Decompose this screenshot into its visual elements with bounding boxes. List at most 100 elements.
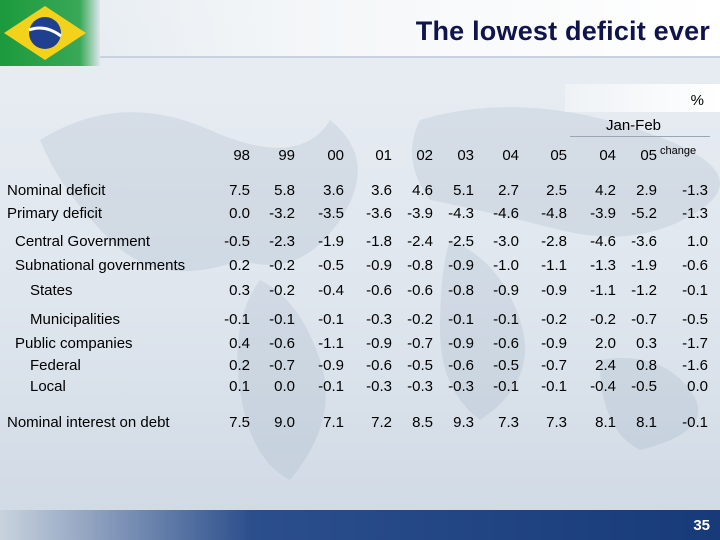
page-number: 35 — [693, 517, 710, 534]
table-cell: 1.0 — [687, 233, 708, 250]
row-label: Central Government — [15, 233, 151, 250]
table-cell: -0.1 — [318, 378, 344, 395]
table-cell: 7.3 — [546, 414, 567, 431]
row-label: Nominal interest on debt — [7, 414, 170, 431]
table-cell: 9.0 — [274, 414, 295, 431]
table-cell: -3.6 — [631, 233, 657, 250]
table-cell: -0.3 — [448, 378, 474, 395]
table-cell: 8.1 — [595, 414, 616, 431]
table-cell: -0.7 — [269, 357, 295, 374]
column-header: 04 — [599, 147, 616, 164]
table-cell: -0.7 — [541, 357, 567, 374]
table-cell: -0.7 — [631, 311, 657, 328]
column-header: 05 — [550, 147, 567, 164]
table-cell: -0.1 — [224, 311, 250, 328]
table-cell: -0.9 — [493, 282, 519, 299]
world-map-background — [40, 107, 720, 480]
table-cell: -0.1 — [493, 378, 519, 395]
table-cell: -3.9 — [590, 205, 616, 222]
slide-title: The lowest deficit ever — [415, 16, 710, 46]
table-cell: -3.9 — [407, 205, 433, 222]
table-cell: -0.9 — [318, 357, 344, 374]
table-cell: -4.6 — [590, 233, 616, 250]
row-label: States — [30, 282, 73, 299]
column-header: 05 — [640, 147, 657, 164]
table-cell: -0.2 — [541, 311, 567, 328]
table-cell: -0.6 — [269, 335, 295, 352]
table-cell: 2.9 — [636, 182, 657, 199]
table-cell: 7.1 — [323, 414, 344, 431]
table-cell: 7.2 — [371, 414, 392, 431]
table-cell: -0.2 — [269, 282, 295, 299]
table-cell: -0.1 — [318, 311, 344, 328]
table-cell: -4.8 — [541, 205, 567, 222]
table-cell: -3.5 — [318, 205, 344, 222]
table-cell: -0.2 — [407, 311, 433, 328]
table-cell: -0.9 — [541, 282, 567, 299]
table-cell: -0.2 — [269, 257, 295, 274]
table-cell: -0.5 — [407, 357, 433, 374]
table-cell: -0.9 — [448, 335, 474, 352]
table-cell: 2.7 — [498, 182, 519, 199]
table-cell: -1.2 — [631, 282, 657, 299]
table-cell: -0.8 — [448, 282, 474, 299]
table-cell: -5.2 — [631, 205, 657, 222]
row-label: Federal — [30, 357, 81, 374]
column-header: 04 — [502, 147, 519, 164]
table-cell: -1.1 — [590, 282, 616, 299]
table-cell: -0.1 — [682, 282, 708, 299]
table-cell: -0.3 — [366, 311, 392, 328]
table-cell: 2.4 — [595, 357, 616, 374]
table-cell: -1.7 — [682, 335, 708, 352]
title-divider — [100, 56, 720, 58]
table-cell: -0.6 — [366, 282, 392, 299]
table-cell: -4.6 — [493, 205, 519, 222]
column-header: 01 — [375, 147, 392, 164]
table-cell: 7.3 — [498, 414, 519, 431]
table-cell: 4.6 — [412, 182, 433, 199]
table-cell: -1.3 — [682, 182, 708, 199]
table-cell: 5.1 — [453, 182, 474, 199]
table-cell: -0.1 — [682, 414, 708, 431]
table-cell: -0.4 — [318, 282, 344, 299]
table-cell: -1.6 — [682, 357, 708, 374]
row-label: Subnational governments — [15, 257, 186, 274]
period-divider — [570, 136, 710, 137]
table-cell: -0.1 — [493, 311, 519, 328]
table-cell: 2.0 — [595, 335, 616, 352]
table-cell: -0.9 — [448, 257, 474, 274]
table-cell: -0.5 — [682, 311, 708, 328]
table-cell: -0.4 — [590, 378, 616, 395]
table-cell: 0.2 — [229, 357, 250, 374]
title-bar — [100, 0, 720, 58]
table-cell: -1.0 — [493, 257, 519, 274]
table-cell: 8.5 — [412, 414, 433, 431]
column-header: 00 — [327, 147, 344, 164]
table-cell: -3.6 — [366, 205, 392, 222]
column-header: 03 — [457, 147, 474, 164]
table-cell: -0.9 — [366, 335, 392, 352]
table-cell: -0.6 — [407, 282, 433, 299]
table-cell: 0.2 — [229, 257, 250, 274]
table-cell: -0.1 — [448, 311, 474, 328]
table-cell: 0.1 — [229, 378, 250, 395]
table-cell: -1.1 — [318, 335, 344, 352]
table-cell: -2.5 — [448, 233, 474, 250]
table-cell: 0.4 — [229, 335, 250, 352]
column-header: 99 — [278, 147, 295, 164]
period-label: Jan-Feb — [606, 117, 662, 134]
table-cell: 7.5 — [229, 182, 250, 199]
row-label: Municipalities — [30, 311, 121, 328]
table-cell: 4.2 — [595, 182, 616, 199]
brazil-flag-icon — [0, 0, 100, 66]
table-cell: -0.3 — [407, 378, 433, 395]
table-cell: -3.2 — [269, 205, 295, 222]
table-cell: 8.1 — [636, 414, 657, 431]
table-cell: -1.8 — [366, 233, 392, 250]
table-cell: -0.9 — [541, 335, 567, 352]
unit-highlight — [565, 84, 720, 112]
table-cell: -4.3 — [448, 205, 474, 222]
table-cell: -0.5 — [493, 357, 519, 374]
table-cell: 0.0 — [274, 378, 295, 395]
table-cell: -3.0 — [493, 233, 519, 250]
